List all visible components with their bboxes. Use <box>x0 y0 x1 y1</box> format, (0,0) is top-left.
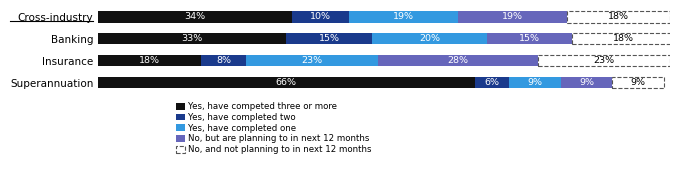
Text: 6%: 6% <box>485 78 500 87</box>
Text: 19%: 19% <box>393 12 414 21</box>
Bar <box>378 55 538 66</box>
Bar <box>458 11 567 22</box>
Text: 19%: 19% <box>502 12 523 21</box>
Text: 15%: 15% <box>319 34 340 43</box>
Text: 15%: 15% <box>519 34 540 43</box>
FancyBboxPatch shape <box>572 33 673 44</box>
FancyBboxPatch shape <box>538 55 670 66</box>
Text: 28%: 28% <box>448 56 468 65</box>
Text: 33%: 33% <box>181 34 203 43</box>
Bar <box>509 77 561 88</box>
Legend: Yes, have competed three or more, Yes, have completed two, Yes, have completed o: Yes, have competed three or more, Yes, h… <box>176 102 371 154</box>
Bar <box>201 55 246 66</box>
Text: 23%: 23% <box>594 56 614 65</box>
Bar <box>561 77 612 88</box>
FancyBboxPatch shape <box>567 11 670 22</box>
Bar <box>98 33 286 44</box>
Bar <box>286 33 372 44</box>
Text: 9%: 9% <box>528 78 542 87</box>
Bar <box>98 11 292 22</box>
Text: 8%: 8% <box>216 56 231 65</box>
Bar <box>98 77 475 88</box>
Bar <box>487 33 572 44</box>
Bar <box>292 11 349 22</box>
Text: 9%: 9% <box>631 78 645 87</box>
Text: 18%: 18% <box>613 34 635 43</box>
Text: 9%: 9% <box>579 78 594 87</box>
Bar <box>475 77 509 88</box>
Text: 34%: 34% <box>184 12 205 21</box>
Text: 20%: 20% <box>419 34 440 43</box>
Text: 23%: 23% <box>302 56 322 65</box>
Text: 18%: 18% <box>139 56 160 65</box>
Bar <box>372 33 487 44</box>
FancyBboxPatch shape <box>612 77 664 88</box>
Text: 66%: 66% <box>276 78 297 87</box>
Text: 10%: 10% <box>310 12 331 21</box>
Bar <box>349 11 458 22</box>
Bar <box>246 55 378 66</box>
Text: 18%: 18% <box>608 12 629 21</box>
Bar <box>98 55 201 66</box>
